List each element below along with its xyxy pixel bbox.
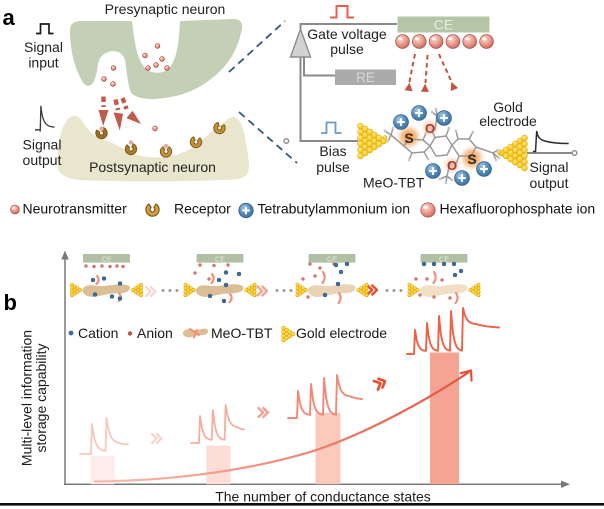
svg-text:RE: RE — [356, 70, 375, 85]
svg-text:Presynaptic neuron: Presynaptic neuron — [105, 1, 226, 17]
svg-text:Signal: Signal — [530, 159, 569, 175]
svg-text:Gold: Gold — [493, 99, 523, 115]
svg-text:CE: CE — [439, 254, 449, 263]
svg-text:MeO-TBT: MeO-TBT — [363, 175, 425, 191]
svg-text:S: S — [467, 151, 476, 167]
svg-text:CE: CE — [434, 17, 453, 33]
svg-text:output: output — [23, 152, 62, 168]
svg-text:S: S — [404, 130, 413, 146]
svg-text:MeO-TBT: MeO-TBT — [211, 325, 273, 341]
svg-text:Anion: Anion — [137, 325, 173, 341]
svg-text:b: b — [4, 290, 17, 315]
svg-text:Postsynaptic neuron: Postsynaptic neuron — [89, 159, 216, 175]
svg-text:Multi-level informationstorage: Multi-level informationstorage capabilit… — [19, 330, 50, 466]
svg-text:Gate voltage: Gate voltage — [307, 26, 387, 42]
svg-text:CE: CE — [102, 254, 112, 263]
svg-text:CE: CE — [215, 254, 225, 263]
svg-text:Signal: Signal — [24, 39, 63, 55]
svg-text:Gold electrode: Gold electrode — [296, 325, 387, 341]
svg-text:pulse: pulse — [316, 159, 350, 175]
svg-text:input: input — [28, 55, 58, 71]
svg-text:a: a — [3, 5, 16, 30]
svg-text:pulse: pulse — [330, 41, 364, 57]
svg-text:Signal: Signal — [23, 137, 62, 153]
svg-text:Neurotransmitter: Neurotransmitter — [23, 201, 128, 217]
svg-text:The number of conductance stat: The number of conductance states — [215, 489, 431, 505]
svg-text:Receptor: Receptor — [174, 201, 231, 217]
svg-text:CE: CE — [327, 254, 337, 263]
svg-text:O: O — [425, 121, 435, 136]
svg-text:Bias: Bias — [319, 143, 346, 159]
svg-text:electrode: electrode — [479, 113, 537, 129]
svg-text:Tetrabutylammonium ion: Tetrabutylammonium ion — [258, 201, 411, 217]
svg-text:output: output — [530, 175, 569, 191]
svg-text:Hexafluorophosphate ion: Hexafluorophosphate ion — [440, 201, 596, 217]
svg-text:O: O — [447, 158, 457, 173]
svg-text:Cation: Cation — [78, 325, 118, 341]
